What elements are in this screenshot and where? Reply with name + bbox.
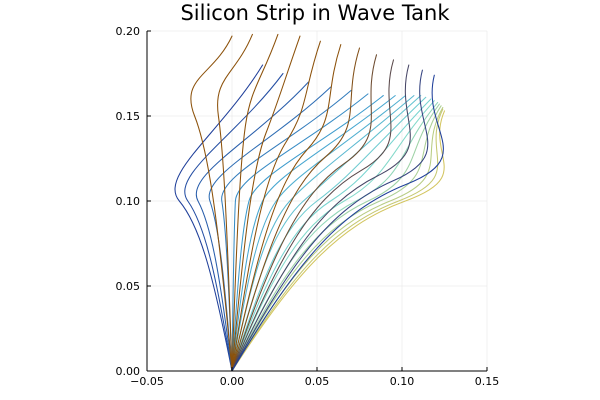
strip-curve	[174, 64, 264, 372]
x-tick-label: 0.00	[220, 375, 245, 388]
strip-curve	[231, 105, 442, 372]
x-tick-label: 0.05	[305, 375, 330, 388]
strip-curve	[231, 35, 301, 372]
strip-curve	[231, 47, 361, 372]
strip-curve	[231, 40, 321, 372]
strip-curve	[231, 93, 369, 372]
chart-title: Silicon Strip in Wave Tank	[180, 1, 450, 25]
y-tick-label: 0.10	[116, 195, 141, 208]
y-tick-label: 0.15	[116, 110, 141, 123]
x-tick-label: 0.15	[475, 375, 500, 388]
x-tick-label: 0.10	[390, 375, 415, 388]
strip-curve	[231, 95, 384, 372]
strip-curve	[208, 86, 332, 372]
y-tick-label: 0.00	[116, 365, 141, 378]
x-tick-label: −0.05	[130, 375, 164, 388]
strip-curve	[231, 59, 395, 372]
strip-curve	[184, 72, 284, 372]
strip-curve	[195, 81, 310, 372]
strip-curve	[231, 103, 440, 372]
y-tick-label: 0.05	[116, 280, 141, 293]
strip-curve	[231, 69, 429, 372]
strip-curve	[231, 98, 432, 372]
strip-curve	[231, 95, 396, 372]
axes: −0.05 0.00 0.05 0.10 0.150.000.050.100.150.2…	[116, 25, 500, 388]
plot-curves	[174, 33, 446, 372]
y-tick-label: 0.20	[116, 25, 141, 38]
strip-curve	[231, 95, 406, 372]
strip-curve	[231, 54, 378, 372]
strip-curve	[231, 110, 446, 372]
strip-curve	[231, 100, 435, 372]
strip-curve	[231, 108, 444, 372]
strip-curve	[217, 33, 253, 372]
strip-curve	[231, 74, 444, 372]
strip-curve	[231, 64, 411, 372]
strip-curve	[190, 35, 233, 372]
strip-curve	[231, 96, 427, 372]
strip-curve	[231, 44, 342, 372]
strip-curve	[231, 33, 279, 372]
